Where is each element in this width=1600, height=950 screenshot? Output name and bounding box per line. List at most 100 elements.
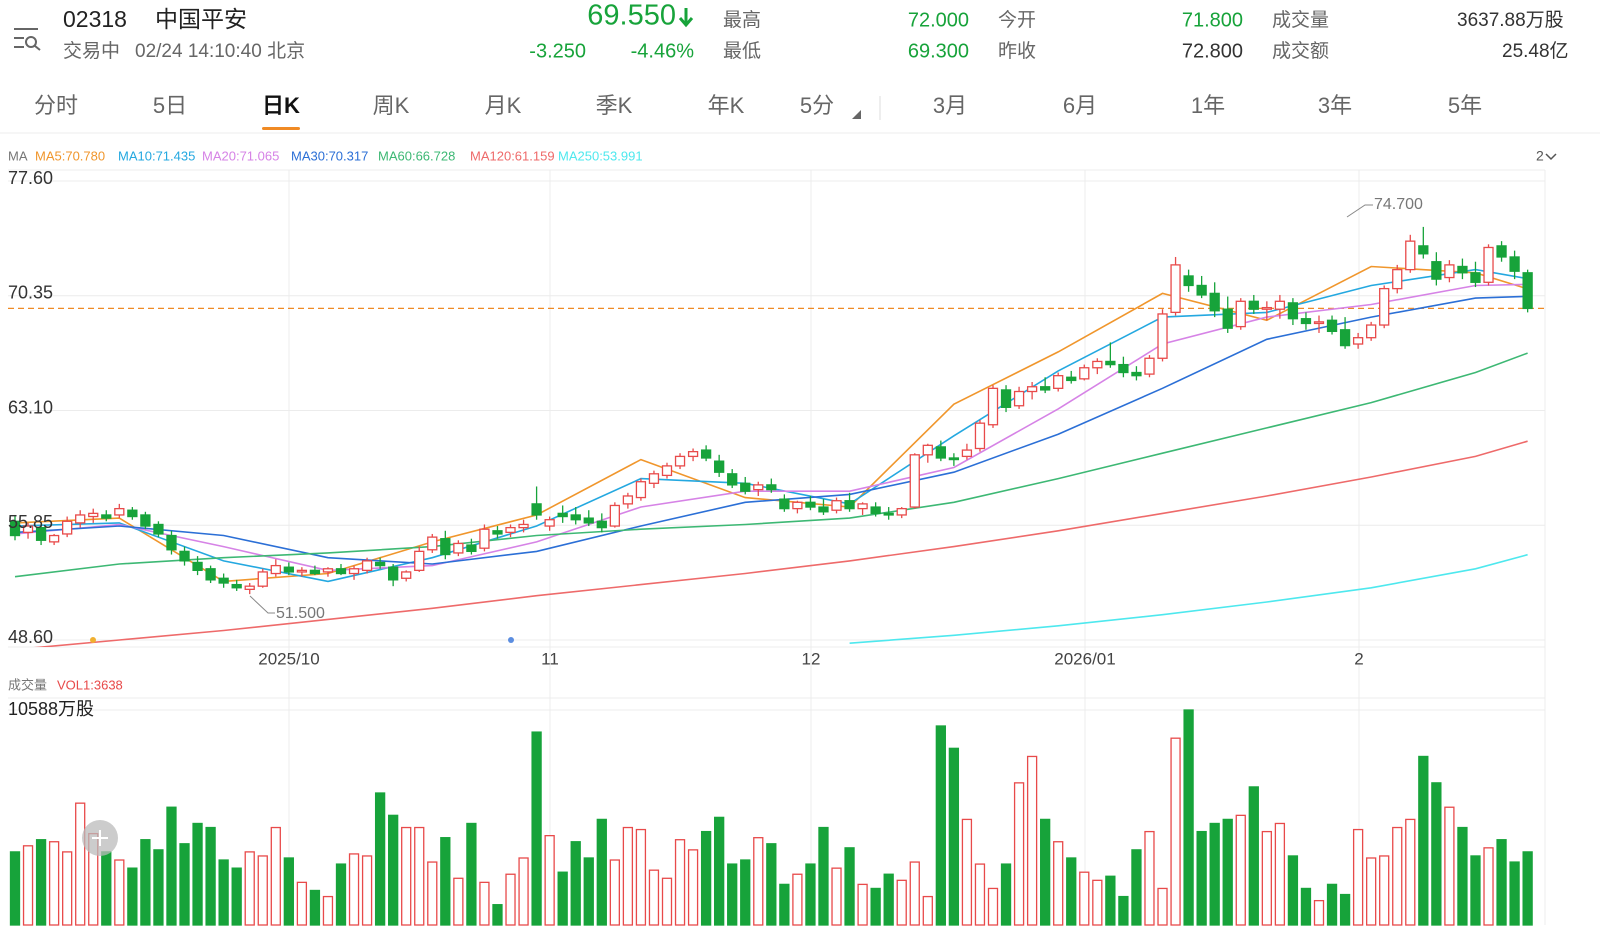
candle-body bbox=[674, 455, 686, 467]
candle-body bbox=[1170, 264, 1181, 314]
tab[interactable]: 5年 bbox=[1448, 93, 1482, 118]
candle-body bbox=[961, 449, 973, 458]
volume-bar bbox=[166, 806, 177, 926]
volume-bar bbox=[1418, 755, 1429, 926]
candle-body bbox=[1509, 256, 1520, 272]
volume-bar bbox=[1183, 709, 1194, 926]
candle-body bbox=[492, 530, 503, 535]
candle-body bbox=[1496, 245, 1507, 258]
legend-entry: MA10:71.435 bbox=[118, 148, 195, 163]
candle-body bbox=[583, 517, 594, 524]
event-dot[interactable] bbox=[508, 637, 514, 643]
ma-line bbox=[14, 268, 1528, 583]
candle-body bbox=[427, 536, 438, 551]
volume-bar bbox=[818, 826, 829, 926]
candle-body bbox=[792, 501, 803, 510]
tab-underline bbox=[262, 127, 300, 130]
volume-bar bbox=[427, 861, 438, 926]
legend-entry: MA20:71.065 bbox=[202, 148, 279, 163]
down-arrow bbox=[678, 8, 694, 28]
candle-body bbox=[1444, 264, 1455, 279]
volume-bar bbox=[844, 847, 855, 926]
volume-bar bbox=[779, 883, 790, 926]
volume-bar bbox=[883, 873, 894, 926]
candle-body bbox=[1066, 376, 1077, 382]
tab[interactable]: 5日 bbox=[153, 93, 187, 118]
volume-bar bbox=[1313, 899, 1325, 926]
candle-body bbox=[505, 526, 516, 534]
candle-body bbox=[466, 544, 477, 553]
candle-body bbox=[1339, 329, 1351, 347]
candle-body bbox=[9, 520, 21, 537]
event-dot[interactable] bbox=[90, 637, 96, 643]
y-tick-label: 48.60 bbox=[8, 627, 53, 647]
tab[interactable]: 分时 bbox=[34, 93, 78, 118]
candle-body bbox=[1013, 390, 1025, 407]
candle-body bbox=[257, 571, 268, 587]
volume-bar bbox=[244, 851, 255, 926]
volume-bar bbox=[401, 826, 412, 926]
volume-bar bbox=[635, 828, 647, 926]
volume-bar bbox=[1144, 830, 1155, 926]
tab[interactable]: 日K bbox=[262, 93, 300, 118]
candle-body bbox=[1261, 306, 1272, 310]
tab[interactable]: 年K bbox=[708, 93, 745, 118]
candle-body bbox=[805, 501, 816, 508]
volume-bar bbox=[231, 867, 242, 926]
timestamp: 02/24 14:10:40 北京 bbox=[135, 40, 305, 62]
period-selector[interactable]: 2 bbox=[1536, 148, 1544, 164]
volume-bar bbox=[414, 826, 425, 926]
add-button[interactable] bbox=[82, 820, 118, 856]
candle-body bbox=[75, 514, 86, 524]
candle-body bbox=[1392, 268, 1403, 290]
candle-body bbox=[153, 523, 164, 535]
volume-bar bbox=[127, 867, 138, 926]
candle-body bbox=[531, 503, 542, 516]
volume-bar bbox=[805, 863, 816, 926]
tab-bar: 分时 5日 日K 周K 月K 季K 年K 5分 3月 6月 1年 3年 5年 bbox=[34, 93, 1482, 130]
volume-bar bbox=[570, 841, 581, 926]
menu-icon[interactable] bbox=[14, 28, 41, 51]
legend-entry: MA60:66.728 bbox=[378, 148, 455, 163]
stock-code: 02318 bbox=[63, 6, 127, 32]
volume-bar bbox=[896, 879, 907, 926]
chevron bbox=[1545, 153, 1557, 161]
volume-bar bbox=[62, 851, 73, 926]
tab[interactable]: 周K bbox=[373, 93, 410, 118]
volume-bar bbox=[831, 867, 842, 926]
stat-label: 最高 bbox=[723, 9, 761, 31]
volume-bar bbox=[1274, 822, 1286, 926]
candle-body bbox=[1405, 240, 1416, 271]
y-tick-label: 10588万股 bbox=[8, 699, 94, 719]
tab[interactable]: 月K bbox=[485, 93, 522, 118]
status: 交易中 bbox=[63, 40, 120, 62]
ma-line bbox=[849, 553, 1528, 644]
tab[interactable]: 6月 bbox=[1063, 93, 1097, 118]
annotation-leader bbox=[249, 595, 275, 614]
tab[interactable]: 5分 bbox=[800, 93, 834, 118]
volume-bar bbox=[1470, 855, 1481, 926]
candle-body bbox=[609, 504, 620, 527]
volume-bar bbox=[1366, 857, 1377, 926]
volume-bar bbox=[492, 904, 503, 926]
candle-body bbox=[883, 512, 894, 516]
candle-body bbox=[518, 523, 529, 529]
y-tick-label: 70.35 bbox=[8, 283, 53, 303]
candle-body bbox=[1131, 371, 1142, 377]
tab[interactable]: 季K bbox=[596, 93, 633, 118]
tab[interactable]: 3年 bbox=[1318, 93, 1352, 118]
volume-bar bbox=[114, 859, 125, 926]
candle-body bbox=[779, 498, 790, 510]
x-tick-label: 12 bbox=[802, 649, 821, 668]
stat-value: 25.48亿 bbox=[1502, 40, 1569, 62]
candle-body bbox=[1183, 275, 1194, 287]
tab[interactable]: 3月 bbox=[933, 93, 967, 118]
volume-bar bbox=[48, 841, 60, 926]
volume-bar bbox=[1092, 879, 1103, 926]
volume-bar bbox=[466, 822, 477, 926]
volume-bar bbox=[1248, 786, 1259, 926]
tab[interactable]: 1年 bbox=[1191, 93, 1225, 118]
candle-body bbox=[388, 566, 399, 581]
